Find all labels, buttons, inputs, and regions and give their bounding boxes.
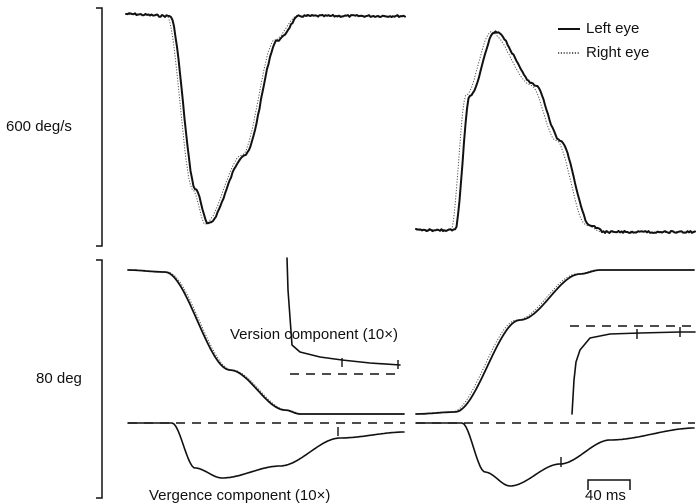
time-scale-label: 40 ms [585, 487, 626, 504]
vergence-component-trace-1 [127, 422, 405, 479]
legend: Left eye Right eye [558, 20, 649, 61]
trace-tick-marks [337, 327, 681, 467]
legend-right-eye-label: Right eye [586, 44, 649, 61]
time-scale-bar [587, 479, 631, 490]
version-component-trace-1 [286, 257, 401, 366]
version-component-trace-2 [571, 331, 696, 415]
position-scale-label: 80 deg [36, 370, 82, 387]
position-trace-left-eye-2 [415, 269, 695, 415]
position-trace-right-eye-2 [415, 269, 694, 415]
vergence-component-trace-2 [415, 422, 695, 487]
velocity-scale-label: 600 deg/s [6, 118, 72, 135]
legend-left-eye-label: Left eye [586, 20, 639, 37]
velocity-trace-left-eye-2 [415, 30, 696, 234]
velocity-trace-right-eye-1 [125, 13, 406, 225]
position-trace-right-eye-1 [128, 269, 404, 415]
velocity-trace-left-eye-1 [125, 12, 406, 225]
version-component-label: Version component (10×) [230, 326, 398, 343]
vergence-component-label: Vergence component (10×) [149, 487, 330, 504]
velocity-scale-bracket [96, 7, 103, 247]
position-trace-left-eye-1 [127, 269, 405, 415]
position-scale-bracket [96, 259, 103, 499]
